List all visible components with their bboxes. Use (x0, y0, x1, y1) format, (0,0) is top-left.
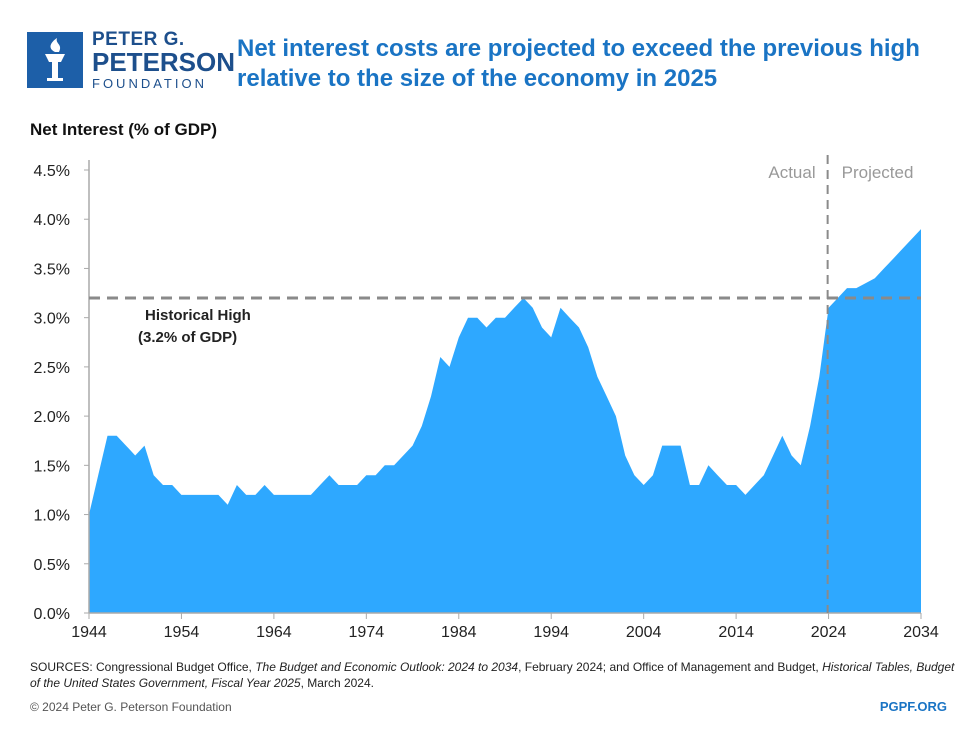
sources-text: , March 2024. (300, 676, 374, 690)
projected-label: Projected (842, 163, 914, 182)
brand-logo: PETER G. PETERSON FOUNDATION (92, 30, 235, 90)
brand-line2: PETERSON (92, 47, 236, 77)
y-tick-label: 0.5% (34, 557, 70, 574)
actual-label: Actual (768, 163, 815, 182)
x-tick-label: 2014 (718, 624, 754, 641)
historical-high-value: (3.2% of GDP) (138, 329, 237, 346)
x-tick-label: 1944 (71, 624, 107, 641)
historical-high-label: Historical High (145, 307, 251, 324)
x-tick-label: 1954 (164, 624, 200, 641)
source-title-omb: Historical Tables, Budget of the United … (30, 660, 955, 690)
y-tick-label: 3.5% (34, 261, 70, 278)
x-tick-label: 1974 (349, 624, 385, 641)
x-tick-label: 2024 (811, 624, 847, 641)
x-tick-label: 1964 (256, 624, 292, 641)
x-tick-label: 2034 (903, 624, 939, 641)
torch-icon (27, 32, 83, 88)
sources-text: , February 2024; and Office of Managemen… (518, 660, 823, 674)
sources-text: SOURCES: Congressional Budget Office, (30, 660, 256, 674)
area-chart: 0.0% 0.5% 1.0% 1.5% 2.0% 2.5% 3.0% 3.5% 4.0% 4.5%… (34, 155, 939, 641)
brand-line1: PETER G. (92, 29, 185, 50)
y-tick-label: 1.0% (34, 508, 70, 525)
x-tick-label: 1984 (441, 624, 477, 641)
copyright: © 2024 Peter G. Peterson Foundation (30, 700, 232, 714)
y-tick-label: 3.0% (34, 311, 70, 328)
y-tick-label: 2.0% (34, 409, 70, 426)
y-tick-label: 2.5% (34, 360, 70, 377)
y-tick-label: 0.0% (34, 606, 70, 623)
brand-line3: FOUNDATION (92, 76, 207, 91)
y-tick-label: 4.0% (34, 212, 70, 229)
x-tick-label: 2004 (626, 624, 662, 641)
area-series (89, 229, 921, 613)
y-tick-label: 4.5% (34, 163, 70, 180)
chart-title: Net interest costs are projected to exce… (237, 35, 920, 92)
y-tick-label: 1.5% (34, 458, 70, 475)
x-tick-label: 1994 (533, 624, 569, 641)
source-title-cbo: The Budget and Economic Outlook: 2024 to… (255, 660, 519, 674)
y-axis-label: Net Interest (% of GDP) (30, 120, 218, 139)
website-link[interactable]: PGPF.ORG (879, 699, 947, 714)
sources-note: SOURCES: Congressional Budget Office, Th… (30, 659, 960, 691)
